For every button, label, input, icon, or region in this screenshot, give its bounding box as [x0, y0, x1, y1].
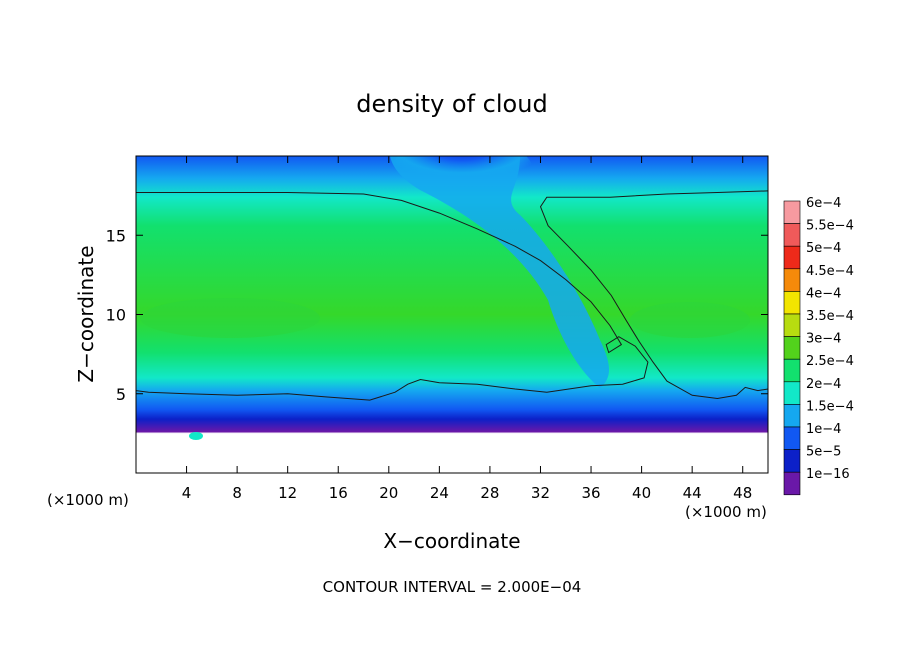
colorbar-label: 5.5e−4 [806, 219, 854, 234]
y-tick-label: 15 [106, 226, 126, 245]
y-tick-label: 5 [116, 385, 126, 404]
x-tick-label: 36 [581, 484, 600, 502]
colorbar-label: 4e−4 [806, 286, 841, 301]
colorbar-label: 1e−16 [806, 467, 850, 482]
colorbar-swatch [783, 268, 801, 292]
colorbar-label: 3.5e−4 [806, 309, 854, 324]
colorbar-label: 2e−4 [806, 377, 841, 392]
colorbar-label: 4.5e−4 [806, 264, 854, 279]
top-low-density-core [392, 156, 532, 198]
surface-blob [189, 432, 203, 440]
colorbar-label: 5e−5 [806, 445, 841, 460]
plot-area [136, 156, 768, 473]
contour-lines [136, 190, 768, 401]
colorbar-label: 6e−4 [806, 196, 841, 211]
contour-interval-note: CONTOUR INTERVAL = 2.000E−04 [323, 578, 582, 596]
colorbar-swatch [783, 358, 801, 383]
colorbar-label: 1e−4 [806, 422, 841, 437]
x-tick-label: 24 [430, 484, 449, 502]
colorbar-label: 5e−4 [806, 241, 841, 256]
colorbar-swatch [783, 426, 801, 450]
x-tick-label: 44 [683, 484, 702, 502]
x-tick-label: 32 [531, 484, 550, 502]
colorbar-swatch [783, 245, 801, 270]
x-tick-label: 16 [329, 484, 348, 502]
x-axis-ticks: 4 8 12 16 20 24 28 32 36 40 44 48 [182, 156, 752, 502]
mid-level-maximum-left [140, 298, 320, 338]
contour-left-boundary [136, 192, 649, 401]
x-tick-label: 48 [733, 484, 752, 502]
z-unit-label: (×1000 m) [47, 491, 129, 509]
y-axis-label: Z−coordinate [74, 245, 98, 382]
x-tick-label: 8 [232, 484, 242, 502]
x-tick-label: 4 [182, 484, 192, 502]
y-axis-ticks: 5 10 15 [106, 226, 768, 404]
x-tick-label: 40 [632, 484, 651, 502]
x-tick-label: 12 [278, 484, 297, 502]
colorbar-swatch [783, 381, 801, 405]
colorbar-swatch [783, 313, 801, 337]
colorbar-swatch [783, 200, 801, 224]
colorbar-swatch [783, 449, 801, 473]
x-tick-label: 28 [480, 484, 499, 502]
colorbar: 6e−4 5.5e−4 5e−4 4.5e−4 4e−4 3.5e−4 3e−4 2.5e−4… [783, 196, 854, 496]
mid-level-maximum-right [630, 302, 750, 338]
y-tick-label: 10 [106, 306, 126, 325]
colorbar-swatch [783, 471, 801, 496]
colorbar-swatch [783, 223, 801, 247]
colorbar-label: 1.5e−4 [806, 399, 854, 414]
x-tick-label: 20 [379, 484, 398, 502]
x-unit-label: (×1000 m) [685, 503, 767, 521]
colorbar-swatch [783, 404, 801, 428]
colorbar-label: 2.5e−4 [806, 354, 854, 369]
contour-right-boundary [539, 190, 768, 400]
colorbar-swatch [783, 291, 801, 315]
colorbar-swatch [783, 336, 801, 360]
chart-title: density of cloud [356, 90, 547, 118]
x-axis-label: X−coordinate [383, 529, 520, 553]
colorbar-label: 3e−4 [806, 332, 841, 347]
